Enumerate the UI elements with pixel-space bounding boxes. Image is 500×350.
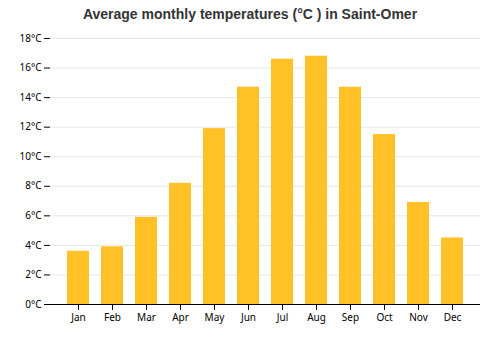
svg-text:Sep: Sep bbox=[342, 310, 359, 324]
svg-text:10°C: 10°C bbox=[19, 149, 42, 163]
svg-text:Jun: Jun bbox=[240, 310, 256, 324]
svg-text:16°C: 16°C bbox=[19, 60, 42, 74]
svg-text:Mar: Mar bbox=[137, 310, 156, 324]
svg-text:4°C: 4°C bbox=[25, 238, 42, 252]
svg-text:Apr: Apr bbox=[172, 310, 189, 324]
svg-text:Jan: Jan bbox=[70, 310, 86, 324]
svg-text:Oct: Oct bbox=[376, 310, 393, 324]
svg-text:Aug: Aug bbox=[307, 310, 326, 324]
svg-text:May: May bbox=[205, 310, 226, 324]
svg-text:Jul: Jul bbox=[276, 310, 289, 324]
svg-text:Dec: Dec bbox=[444, 310, 462, 324]
html-text:Average monthly temperatures (: Average monthly temperatures (°C ) in Sa… bbox=[82, 6, 418, 22]
svg-text:Nov: Nov bbox=[409, 310, 428, 324]
svg-text:2°C: 2°C bbox=[25, 267, 42, 281]
svg-text:Feb: Feb bbox=[104, 310, 121, 324]
svg-text:0°C: 0°C bbox=[25, 297, 42, 311]
svg-text:12°C: 12°C bbox=[19, 119, 42, 133]
svg-text:6°C: 6°C bbox=[25, 208, 42, 222]
svg-text:8°C: 8°C bbox=[25, 178, 42, 192]
svg-text:18°C: 18°C bbox=[19, 31, 42, 45]
svg-text:14°C: 14°C bbox=[19, 90, 42, 104]
